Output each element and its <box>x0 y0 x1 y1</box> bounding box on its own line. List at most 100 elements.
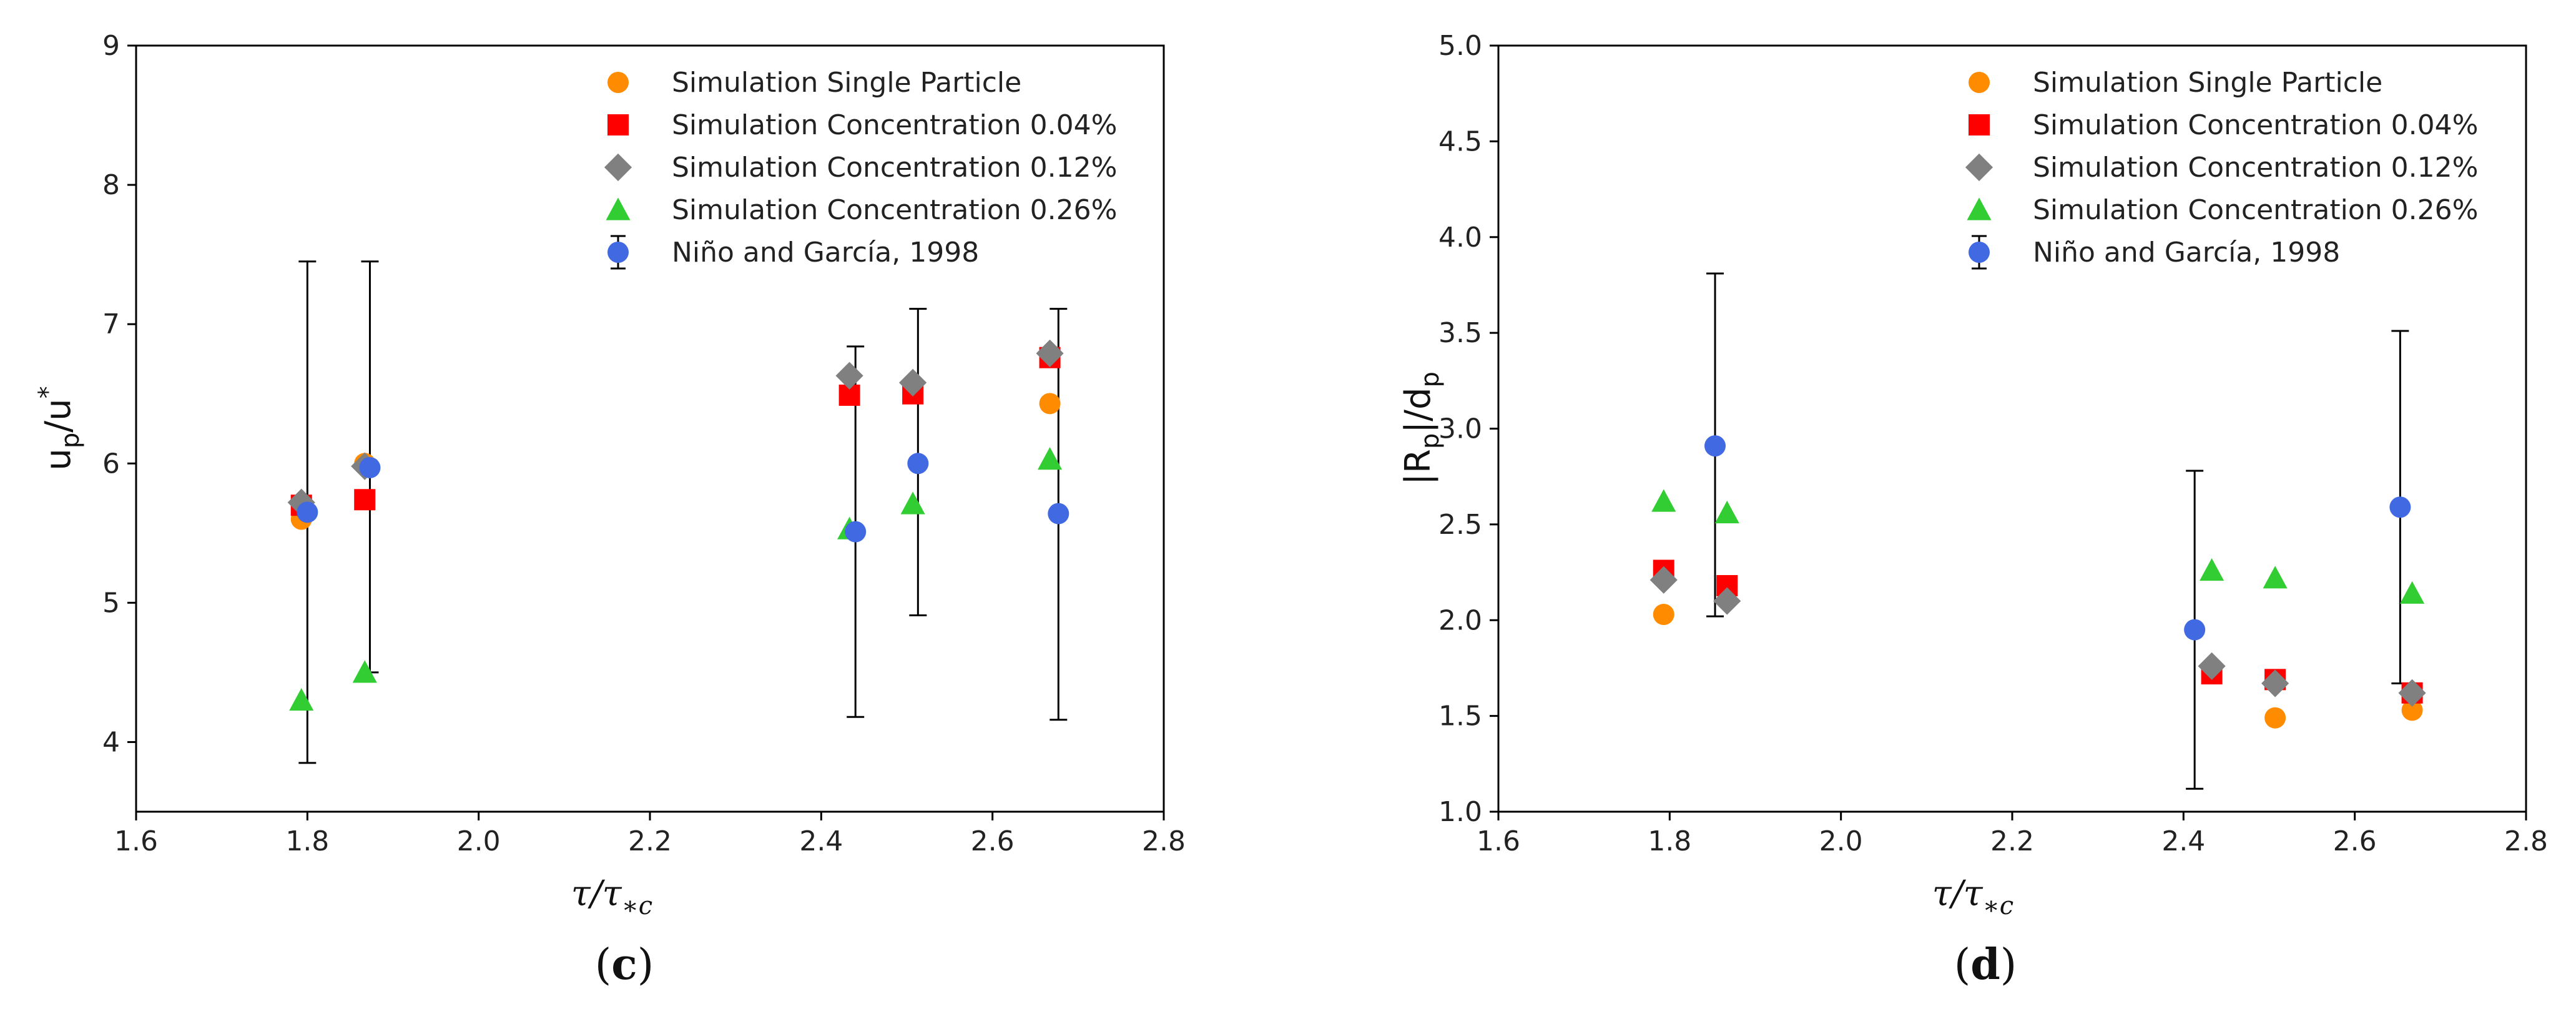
x-tick-label: 2.0 <box>1819 825 1863 857</box>
data-point-series-3 <box>1038 447 1063 470</box>
x-tick-label: 2.4 <box>799 825 843 857</box>
error-bars <box>1706 272 2409 790</box>
legend-marker-0 <box>1969 72 1990 93</box>
data-point-series-4 <box>297 501 318 523</box>
data-point-series-4 <box>2184 619 2206 641</box>
data-point-series-2 <box>2198 652 2226 680</box>
chart-panel-c: 1.6 1.8 2.0 2.2 2.4 2.6 2.8 4 5 6 7 8 9 τ/τ∗c up/u*… <box>34 30 1186 990</box>
y-tick-labels: 4 5 6 7 8 9 <box>102 30 120 758</box>
legend-label-1: Simulation Concentration 0.04% <box>2033 109 2478 141</box>
legend-entry-2: Simulation Concentration 0.12% <box>1965 152 2478 184</box>
data-point-series-4 <box>845 521 867 543</box>
data-point-series-2 <box>1649 566 1678 594</box>
data-points <box>1649 435 2426 729</box>
x-tick-labels: 1.6 1.8 2.0 2.2 2.4 2.6 2.8 <box>1477 825 2548 857</box>
x-label-main: τ/τ <box>1932 874 1984 914</box>
y-label-mid: |/d <box>1398 387 1438 433</box>
data-point-series-3 <box>1651 489 1676 512</box>
data-point-series-1 <box>354 489 376 511</box>
y-tick-label: 1.5 <box>1438 701 1482 732</box>
panel-label-close: ) <box>2000 940 2017 990</box>
data-point-series-2 <box>835 362 863 390</box>
y-axis-label: up/u* <box>34 386 85 470</box>
data-point-series-3 <box>2200 558 2225 581</box>
x-tick-label: 2.6 <box>971 825 1015 857</box>
y-tick-label: 3.5 <box>1438 317 1482 349</box>
legend-entry-0: Simulation Single Particle <box>1969 67 2382 99</box>
y-tick-label: 3.0 <box>1438 413 1482 445</box>
legend-label-4: Niño and García, 1998 <box>2033 237 2340 268</box>
legend-label-0: Simulation Single Particle <box>672 67 1021 99</box>
y-label-sub2: p <box>1416 372 1445 387</box>
legend-label-3: Simulation Concentration 0.26% <box>672 194 1117 226</box>
data-point-series-0 <box>2401 699 2423 721</box>
y-label-main: u <box>38 448 79 471</box>
x-tick-label: 2.8 <box>2504 825 2548 857</box>
x-tick-label: 1.8 <box>1648 825 1691 857</box>
tick-marks <box>1490 44 2527 820</box>
legend-label-4: Niño and García, 1998 <box>672 237 979 268</box>
y-tick-label: 9 <box>102 30 120 62</box>
data-points <box>287 339 1069 711</box>
y-label-main: |R <box>1398 449 1438 485</box>
data-point-series-4 <box>1048 503 1069 524</box>
legend-marker-2 <box>604 153 632 182</box>
legend-label-2: Simulation Concentration 0.12% <box>2033 152 2478 184</box>
data-point-series-2 <box>2398 679 2426 707</box>
legend-marker-4 <box>1969 242 1990 263</box>
data-point-series-4 <box>907 453 929 475</box>
data-point-series-4 <box>2389 496 2411 518</box>
legend-entry-1: Simulation Concentration 0.04% <box>607 109 1117 141</box>
x-label-sub: ∗c <box>622 892 653 920</box>
legend-marker-3 <box>606 197 631 220</box>
legend-marker-1 <box>607 114 629 135</box>
legend-marker-0 <box>607 72 629 93</box>
y-label-sub: p <box>1416 433 1445 449</box>
data-point-series-2 <box>1713 587 1741 615</box>
data-point-series-2 <box>1036 339 1064 368</box>
legend-entry-3: Simulation Concentration 0.26% <box>1967 194 2478 226</box>
y-tick-label: 4 <box>102 726 120 758</box>
x-tick-label: 2.0 <box>457 825 501 857</box>
legend-marker-4 <box>607 242 629 263</box>
y-tick-label: 2.5 <box>1438 509 1482 541</box>
legend-marker-1 <box>1969 114 1990 135</box>
legend-entry-3: Simulation Concentration 0.26% <box>606 194 1117 226</box>
data-point-series-0 <box>1653 604 1674 626</box>
x-tick-label: 2.8 <box>1142 825 1186 857</box>
y-tick-label: 8 <box>102 169 120 201</box>
legend: Simulation Single Particle Simulation Con… <box>1965 67 2478 270</box>
legend-marker-2 <box>1965 153 1993 182</box>
y-axis-label: |Rp|/dp <box>1398 372 1445 485</box>
data-point-series-0 <box>2264 707 2286 729</box>
legend-marker-3 <box>1967 197 1992 220</box>
legend-label-2: Simulation Concentration 0.12% <box>672 152 1117 184</box>
y-tick-label: 7 <box>102 308 120 340</box>
x-tick-label: 2.2 <box>1990 825 2034 857</box>
y-tick-labels: 1.0 1.5 2.0 2.5 3.0 3.5 4.0 4.5 5.0 <box>1438 30 1482 828</box>
legend-label-3: Simulation Concentration 0.26% <box>2033 194 2478 226</box>
legend-entry-2: Simulation Concentration 0.12% <box>604 152 1117 184</box>
panel-label: (d) <box>1954 940 2017 990</box>
panel-label-letter: c <box>611 940 637 990</box>
legend-label-1: Simulation Concentration 0.04% <box>672 109 1117 141</box>
data-point-series-0 <box>1039 393 1061 415</box>
y-tick-label: 2.0 <box>1438 604 1482 636</box>
data-point-series-3 <box>900 491 925 514</box>
data-point-series-3 <box>2400 581 2425 604</box>
x-tick-label: 2.6 <box>2333 825 2377 857</box>
x-tick-label: 1.6 <box>114 825 158 857</box>
panel-label-open: ( <box>595 940 612 990</box>
chart-panel-d: 1.6 1.8 2.0 2.2 2.4 2.6 2.8 1.0 1.5 2.0 2.5 3.0 3.5… <box>1398 30 2548 990</box>
x-tick-label: 2.4 <box>2161 825 2205 857</box>
y-label-sub: p <box>56 433 85 448</box>
data-point-series-4 <box>1704 435 1726 457</box>
legend-entry-4: Niño and García, 1998 <box>607 235 979 270</box>
y-label-mid: /u <box>38 398 79 432</box>
x-label-sub: ∗c <box>1983 892 2014 920</box>
data-point-series-3 <box>1714 500 1739 524</box>
data-point-series-2 <box>899 368 927 396</box>
panel-label: (c) <box>595 940 654 990</box>
legend-entry-1: Simulation Concentration 0.04% <box>1969 109 2478 141</box>
